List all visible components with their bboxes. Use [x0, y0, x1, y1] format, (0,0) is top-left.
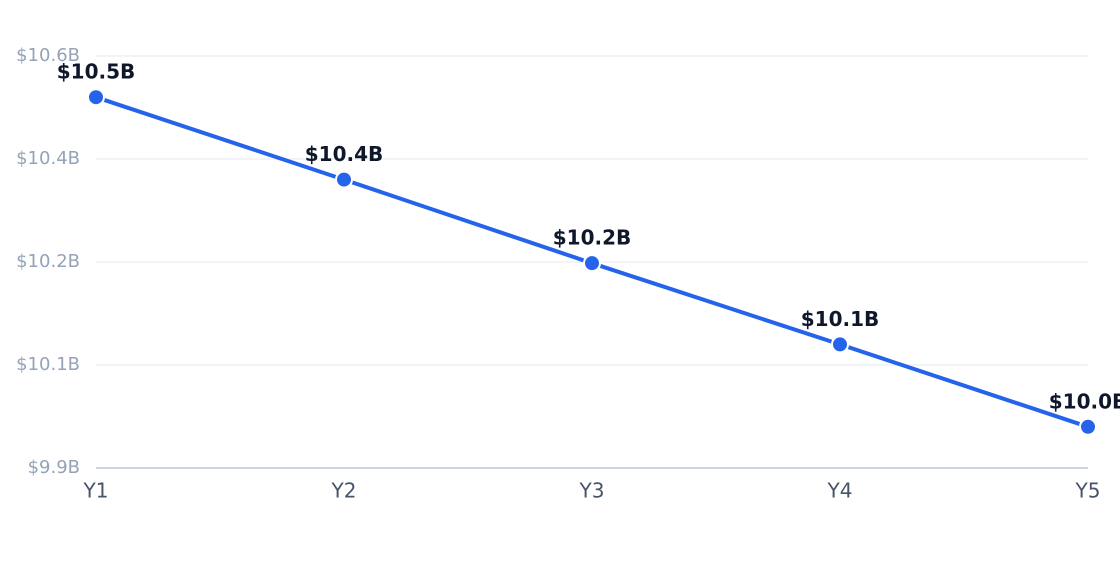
y-tick-label: $10.6B — [16, 45, 80, 66]
value-label: $10.0B — [1049, 389, 1120, 413]
y-tick-label: $9.9B — [28, 457, 80, 478]
y-tick-label: $10.1B — [16, 354, 80, 375]
value-label: $10.5B — [57, 60, 136, 84]
point — [87, 88, 105, 107]
value-label: $10.1B — [801, 307, 880, 331]
point — [335, 170, 353, 189]
x-tick-label: Y2 — [331, 479, 357, 503]
y-tick-label: $10.2B — [16, 251, 80, 272]
x-tick-label: Y4 — [827, 479, 853, 503]
x-tick-label: Y5 — [1075, 479, 1101, 503]
point — [831, 335, 849, 354]
point — [1079, 417, 1097, 436]
x-tick-label: Y3 — [579, 479, 605, 503]
value-label: $10.2B — [553, 226, 632, 250]
value-label: $10.4B — [305, 142, 384, 166]
x-tick-label: Y1 — [83, 479, 109, 503]
point — [583, 254, 601, 273]
y-tick-label: $10.4B — [16, 148, 80, 169]
